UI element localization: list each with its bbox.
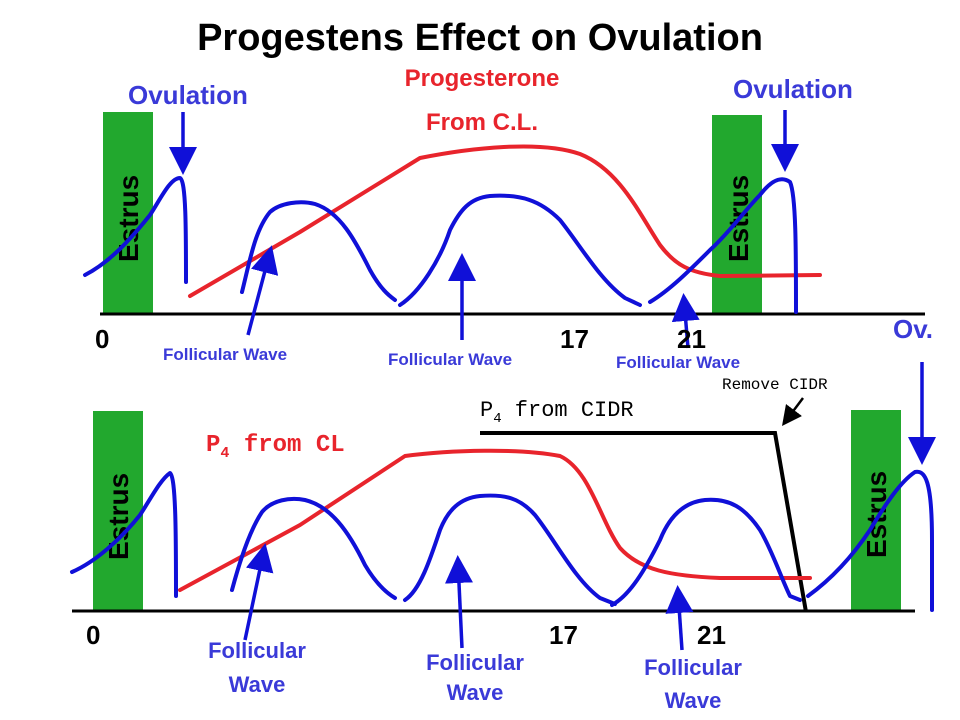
bottom-panel: Estrus Estrus Ov. Remove CIDR P4 from CI… [70, 314, 936, 713]
follicular-wave-top-1 [240, 200, 397, 302]
axis-tick-bottom-21: 21 [697, 620, 726, 650]
p4-cidr-suffix: from CIDR [502, 398, 634, 423]
axis-tick-bottom-17: 17 [549, 620, 578, 650]
estrus-label-top-left: Estrus [113, 175, 144, 262]
follicular-wave-bottom-ovulatory-left [70, 471, 178, 598]
remove-cidr-label: Remove CIDR [722, 376, 828, 394]
estrus-box-bottom-right [851, 410, 901, 611]
page-title: Progestens Effect on Ovulation [197, 17, 763, 59]
fw-label-bottom-3-line1: Follicular [644, 655, 742, 680]
p4-cl-prefix: P [206, 432, 220, 459]
ovulation-label-top-left: Ovulation [128, 80, 248, 110]
estrus-label-bottom-right: Estrus [861, 471, 892, 558]
ov-label: Ov. [893, 314, 933, 344]
follicular-wave-bottom-1 [230, 496, 397, 600]
fw-label-bottom-1-line1: Follicular [208, 638, 306, 663]
cidr-p4-line [480, 431, 808, 613]
fw-arrow-bottom-2 [444, 555, 473, 649]
top-panel: Estrus Estrus Ovulation Ovulation Proges… [83, 65, 925, 372]
progesterone-curve-bottom [178, 448, 812, 592]
follicular-wave-top-ovulatory-right [648, 177, 798, 314]
fw-label-top-1: Follicular Wave [163, 345, 287, 364]
fw-label-bottom-2-line1: Follicular [426, 650, 524, 675]
fw-label-bottom-2-line2: Wave [447, 680, 504, 705]
progesterone-curve-top [188, 144, 822, 298]
fw-arrow-top-1 [246, 245, 279, 336]
p4-cidr-prefix: P [480, 398, 493, 423]
estrus-label-bottom-left: Estrus [103, 473, 134, 560]
progesterone-label-line1: Progesterone [405, 65, 560, 92]
axis-tick-top-17: 17 [560, 324, 589, 354]
p4-cl-suffix: from CL [229, 432, 344, 459]
fw-label-top-3: Follicular Wave [616, 353, 740, 372]
p4-cidr-sub: 4 [493, 411, 501, 427]
follicular-wave-bottom-ovulatory-right [806, 469, 934, 612]
follicular-wave-bottom-3 [610, 497, 802, 607]
p4-from-cl-label: P4 from CL [206, 432, 345, 462]
fw-arrow-bottom-1 [243, 543, 274, 641]
p4-from-cidr-label: P4 from CIDR [480, 398, 634, 427]
axis-tick-top-21: 21 [677, 324, 706, 354]
fw-arrow-bottom-3 [665, 585, 694, 651]
follicular-wave-bottom-2 [403, 493, 617, 606]
axis-tick-bottom-0: 0 [86, 620, 100, 650]
estrus-box-top-left [103, 112, 153, 314]
progesterone-label-line2: From C.L. [426, 109, 538, 136]
axis-tick-top-0: 0 [95, 324, 109, 354]
fw-label-top-2: Follicular Wave [388, 350, 512, 369]
fw-label-bottom-3-line2: Wave [665, 688, 722, 713]
fw-label-bottom-1-line2: Wave [229, 672, 286, 697]
fw-arrow-top-3 [671, 293, 700, 349]
follicular-wave-top-2 [398, 193, 642, 307]
p4-cl-sub: 4 [220, 445, 229, 462]
ovulation-label-top-right: Ovulation [733, 74, 853, 104]
estrus-box-bottom-left [93, 411, 143, 611]
estrus-box-top-right [712, 115, 762, 314]
follicular-wave-top-ovulatory-left [83, 176, 188, 284]
remove-cidr-arrow [782, 397, 804, 426]
